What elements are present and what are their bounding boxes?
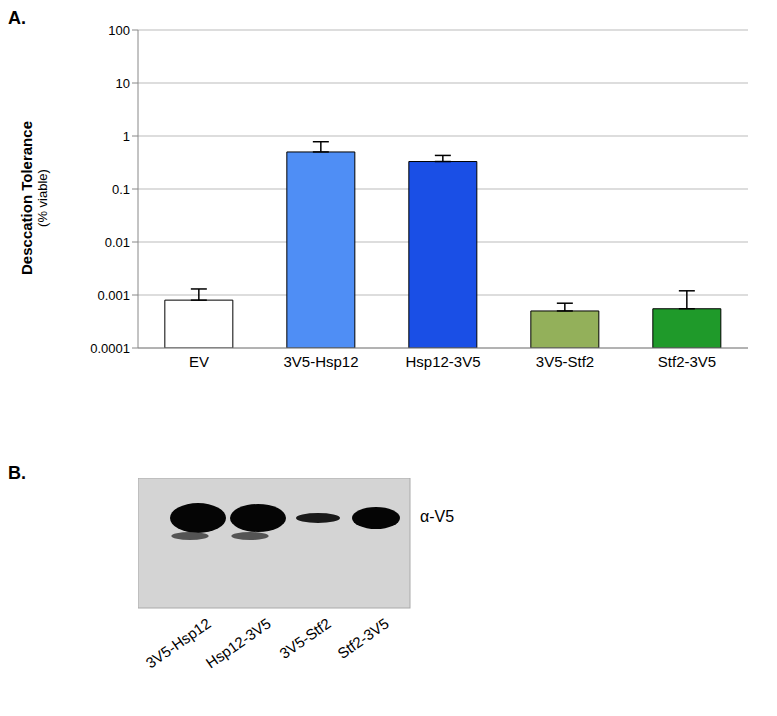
html-text:A.: A. (8, 8, 26, 28)
svg-text:3V5-Hsp12: 3V5-Hsp12 (142, 615, 213, 672)
svg-text:Hsp12-3V5: Hsp12-3V5 (202, 615, 273, 672)
svg-text:3V5-Stf2: 3V5-Stf2 (276, 615, 334, 662)
svg-text:1: 1 (123, 129, 130, 144)
svg-text:3V5-Stf2: 3V5-Stf2 (536, 353, 594, 370)
svg-text:10: 10 (116, 76, 130, 91)
svg-text:Stf2-3V5: Stf2-3V5 (658, 353, 716, 370)
svg-text:0.0001: 0.0001 (90, 341, 130, 356)
svg-text:100: 100 (108, 23, 130, 38)
html-text:Desccation Tolerance: Desccation Tolerance (18, 121, 35, 275)
svg-text:0.001: 0.001 (97, 288, 130, 303)
html-text:α-V5: α-V5 (420, 508, 455, 525)
html-text:(% viable): (% viable) (35, 169, 50, 227)
svg-text:0.01: 0.01 (105, 235, 130, 250)
svg-text:0.1: 0.1 (112, 182, 130, 197)
svg-text:EV: EV (189, 353, 209, 370)
svg-text:Hsp12-3V5: Hsp12-3V5 (405, 353, 480, 370)
svg-text:Stf2-3V5: Stf2-3V5 (334, 615, 392, 662)
svg-text:3V5-Hsp12: 3V5-Hsp12 (283, 353, 358, 370)
html-text:B.: B. (8, 463, 26, 483)
